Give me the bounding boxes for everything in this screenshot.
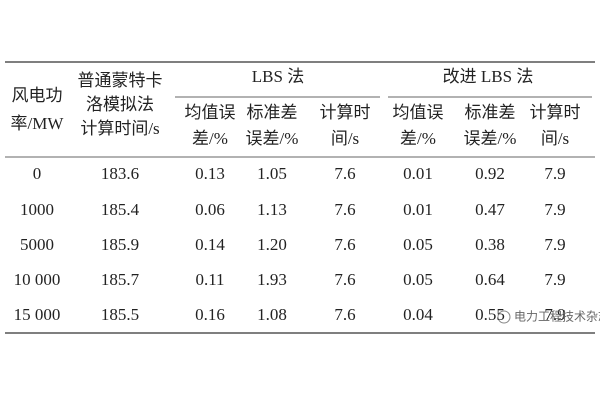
table-cell: 0.01 [403,164,433,183]
sub-header: 计算时 [530,103,581,122]
group-header: 改进 LBS 法 [443,67,534,86]
sub-header: 均值误 [393,103,444,122]
table-cell: 7.6 [334,305,355,324]
table-cell: 0.04 [403,305,433,324]
table-cell: 185.4 [101,200,140,219]
table-cell: 1000 [20,200,54,219]
sub-header: 计算时 [320,103,371,122]
table-cell: 1.05 [257,164,287,183]
table-cell: 185.5 [101,305,139,324]
table-cell: 0.13 [195,164,225,183]
table-cell: 1.20 [257,235,287,254]
table-cell: 7.9 [544,235,565,254]
table-cell: 183.6 [101,164,139,183]
table-cell: 7.9 [544,164,565,183]
table-cell: 1.08 [257,305,287,324]
sub-header: 差/% [192,129,228,148]
table-cell: 0.55 [475,305,505,324]
header-cell: 普通蒙特卡 [78,71,163,90]
table-cell: 0 [33,164,42,183]
group-header: LBS 法 [252,67,304,86]
table-cell: 1.93 [257,270,287,289]
table-cell: 7.9 [544,270,565,289]
watermark-icon [497,310,511,324]
table-cell: 7.6 [334,164,355,183]
table-cell: 0.14 [195,235,225,254]
sub-header: 误差/% [246,129,299,148]
table-cell: 0.47 [475,200,505,219]
table-cell: 1.13 [257,200,287,219]
table-cell: 0.92 [475,164,505,183]
sub-header: 均值误 [185,103,236,122]
sub-header: 标准差 [247,103,298,122]
table-cell: 0.06 [195,200,225,219]
table-cell: 5000 [20,235,54,254]
table-cell: 0.16 [195,305,225,324]
table-cell: 10 000 [14,270,61,289]
table-cell: 0.01 [403,200,433,219]
header-cell: 率/MW [11,114,65,133]
sub-header: 间/s [541,129,569,148]
table-cell: 0.05 [403,235,433,254]
table-cell: 7.9 [544,200,565,219]
header-cell: 计算时间/s [80,119,159,138]
table-cell: 0.05 [403,270,433,289]
table-cell: 7.9 [544,305,565,324]
table-cell: 0.11 [195,270,224,289]
sub-header: 间/s [331,129,359,148]
table-cell: 0.38 [475,235,505,254]
sub-header: 标准差 [465,103,516,122]
sub-header: 差/% [400,129,436,148]
table-cell: 7.6 [334,200,355,219]
header-cell: 风电功 [12,86,63,105]
table-cell: 15 000 [14,305,61,324]
table-cell: 185.7 [101,270,140,289]
table-cell: 185.9 [101,235,139,254]
table-cell: 0.64 [475,270,505,289]
watermark: 电力工程技术杂志 [514,309,600,324]
sub-header: 误差/% [464,129,517,148]
table-cell: 7.6 [334,235,355,254]
table-cell: 7.6 [334,270,355,289]
header-cell: 洛模拟法 [86,95,154,114]
